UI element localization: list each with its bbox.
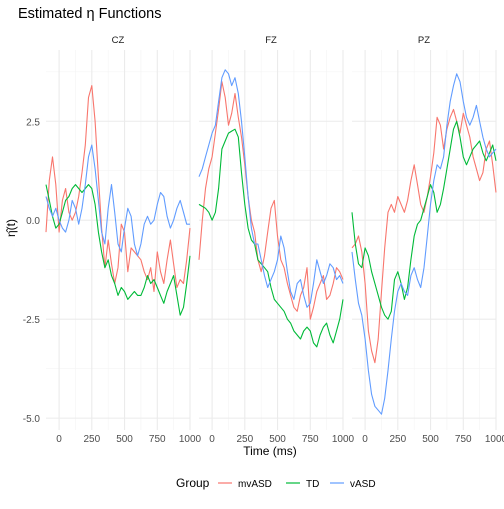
facet-panel-cz: CZ 0 250 500 750 1000 <box>45 35 202 445</box>
series-line-td <box>198 128 344 348</box>
series-line-vasd <box>198 69 344 308</box>
x-tick-label: 1000 <box>485 434 504 445</box>
panel-grid <box>199 50 344 430</box>
y-tick-label: 2.5 <box>26 117 40 128</box>
y-tick-label: 0.0 <box>26 216 40 227</box>
x-tick-label: 250 <box>83 434 100 445</box>
facet-panel-fz: FZ 0 250 500 750 1000 <box>198 35 355 445</box>
x-tick-label: 750 <box>455 434 472 445</box>
series-line-mvasd <box>45 85 191 293</box>
x-tick-label: 500 <box>116 434 133 445</box>
legend-entry-mvasd: mvASD <box>218 479 272 490</box>
legend-entry-vasd: vASD <box>330 479 376 490</box>
x-tick-label: 500 <box>422 434 439 445</box>
legend-label: vASD <box>350 479 376 490</box>
legend-entry-td: TD <box>286 479 319 490</box>
facet-strip-label: FZ <box>265 35 277 46</box>
facet-strip-label: CZ <box>112 35 125 46</box>
chart-title: Estimated η Functions <box>18 6 161 22</box>
y-axis: -5.0 -2.5 0.0 2.5 <box>23 117 41 425</box>
x-tick-label: 0 <box>209 434 215 445</box>
y-axis-label: η̂(t) <box>4 219 18 237</box>
x-tick-label: 250 <box>236 434 253 445</box>
series-line-vasd <box>45 144 190 257</box>
series-line-td <box>45 184 191 316</box>
legend: Group mvASD TD vASD <box>176 476 376 490</box>
x-tick-label: 1000 <box>179 434 202 445</box>
legend-label: TD <box>306 479 319 490</box>
legend-title: Group <box>176 476 210 490</box>
series-line-vasd <box>351 73 497 415</box>
x-tick-label: 500 <box>269 434 286 445</box>
facet-panel-pz: PZ 0 250 500 750 1000 <box>351 35 504 445</box>
x-tick-label: 1000 <box>332 434 355 445</box>
series-line-td <box>351 120 497 320</box>
x-tick-label: 750 <box>149 434 166 445</box>
x-axis-label: Time (ms) <box>243 444 297 458</box>
x-tick-label: 250 <box>389 434 406 445</box>
facet-strip-label: PZ <box>418 35 430 46</box>
facet-panels: CZ 0 250 500 750 1000 FZ 0 250 500 750 1000 PZ 0 250 50… <box>45 35 504 445</box>
panel-grid <box>352 50 497 430</box>
legend-label: mvASD <box>238 479 272 490</box>
y-tick-label: -2.5 <box>23 315 41 326</box>
series-line-mvasd <box>198 81 344 320</box>
x-tick-label: 0 <box>56 434 62 445</box>
x-tick-label: 0 <box>362 434 368 445</box>
x-tick-label: 750 <box>302 434 319 445</box>
y-tick-label: -5.0 <box>23 414 41 425</box>
